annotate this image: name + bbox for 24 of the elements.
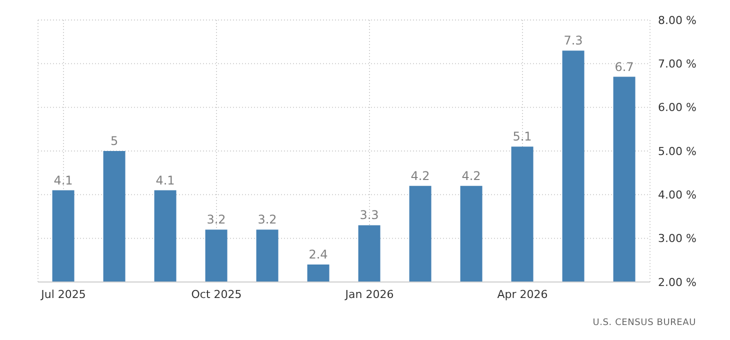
y-tick-label: 7.00 %	[658, 58, 696, 71]
y-tick-label: 2.00 %	[658, 276, 696, 289]
y-tick-label: 6.00 %	[658, 101, 696, 114]
y-tick-label: 4.00 %	[658, 188, 696, 202]
data-label: 4.1	[54, 173, 73, 188]
x-tick-label: Jan 2026	[344, 288, 394, 301]
y-tick-label: 3.00 %	[658, 232, 696, 246]
y-tick-label: 5.00 %	[658, 144, 696, 158]
y-tick-label: 8.00 %	[658, 14, 696, 27]
data-label: 4.2	[410, 168, 430, 183]
x-tick-label: Jul 2025	[40, 288, 86, 301]
data-label: 5	[110, 134, 118, 148]
text: U.S. CENSUS BUREAU	[592, 318, 696, 328]
data-label: 3.3	[360, 208, 379, 222]
data-label: 6.7	[614, 60, 634, 74]
data-label: 3.2	[258, 212, 277, 227]
data-label: 3.2	[206, 212, 226, 227]
x-tick-label: Apr 2026	[497, 288, 548, 301]
data-label: 5.1	[512, 130, 532, 144]
x-tick-label: Oct 2025	[191, 288, 242, 301]
data-label: 4.1	[156, 173, 175, 188]
data-label: 2.4	[308, 248, 328, 262]
data-label: 4.2	[462, 168, 481, 183]
data-label: 7.3	[564, 34, 583, 48]
